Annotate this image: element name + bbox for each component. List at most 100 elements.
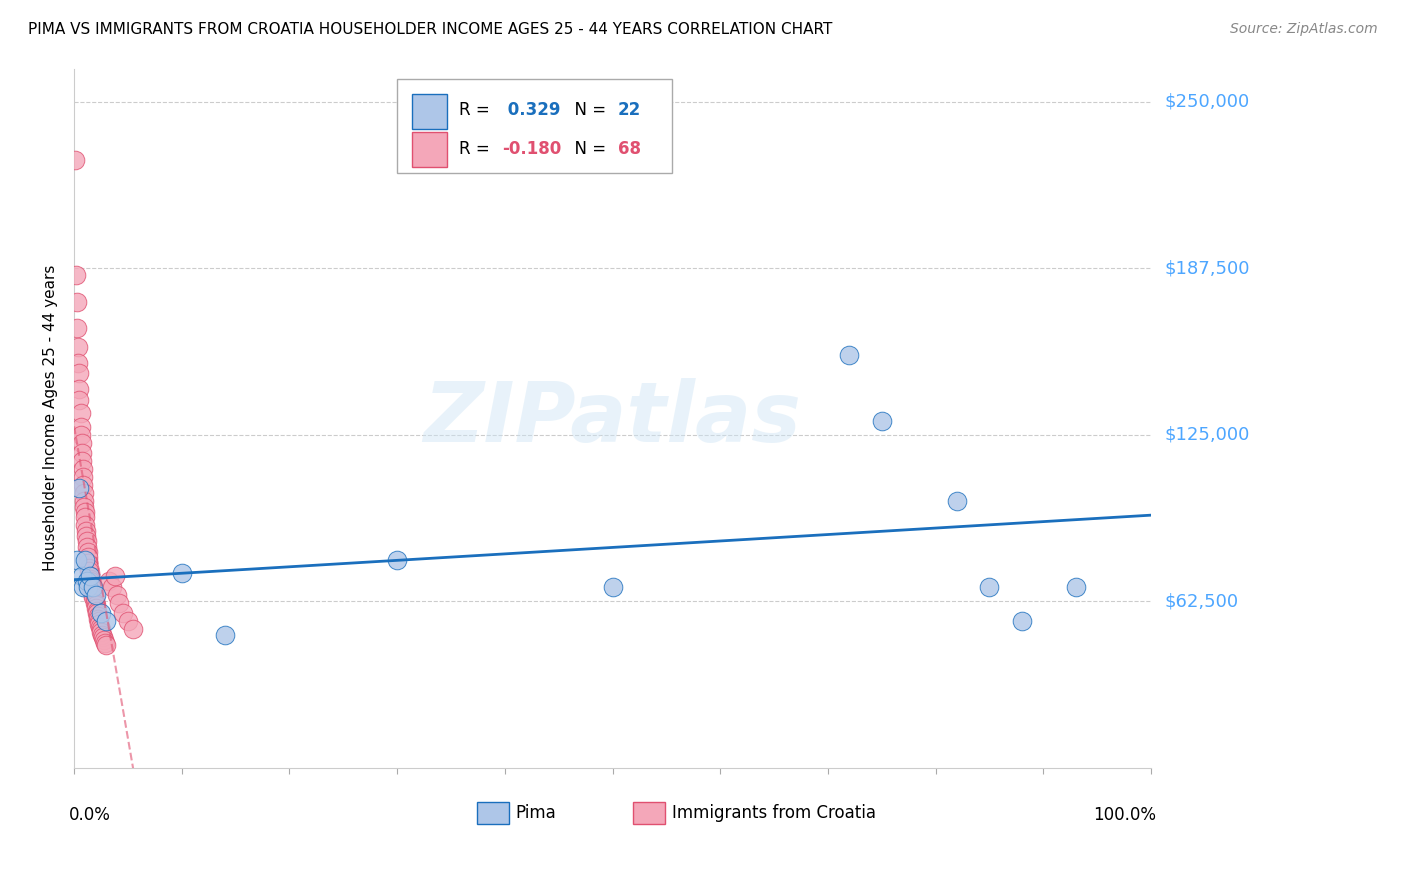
Point [83,593,105,607]
Point [82,588,104,602]
Point [70,454,93,468]
Point [69,407,91,421]
Point [77,550,100,565]
Point [69,427,91,442]
Point [72,478,94,492]
Point [84,588,107,602]
Text: Source: ZipAtlas.com: Source: ZipAtlas.com [1230,22,1378,37]
Point [80,577,103,591]
Point [73,505,96,519]
Point [70,569,93,583]
Point [82,582,104,597]
Point [170,566,193,581]
Point [79,574,101,589]
Text: $250,000: $250,000 [1166,93,1250,111]
Point [104,569,127,583]
Point [73,500,96,514]
FancyBboxPatch shape [412,132,447,167]
Point [69,383,91,397]
Point [69,367,91,381]
Text: Immigrants from Croatia: Immigrants from Croatia [672,805,876,822]
Point [97,574,120,589]
Point [73,486,96,500]
Point [72,462,94,476]
Point [73,494,96,508]
Text: N =: N = [564,140,612,158]
Point [946,494,969,508]
Text: -0.180: -0.180 [502,140,561,158]
Point [838,348,860,362]
Point [385,553,408,567]
Point [76,534,98,549]
Point [93,632,115,647]
Text: 22: 22 [617,102,641,120]
Point [69,393,91,408]
Point [79,569,101,583]
Point [67,356,90,370]
Point [77,580,100,594]
Point [89,619,111,633]
Text: Pima: Pima [516,805,557,822]
Point [70,446,93,460]
Point [79,572,101,586]
Point [91,630,114,644]
Point [101,580,124,594]
FancyBboxPatch shape [412,94,447,128]
Point [96,638,118,652]
Point [90,624,112,639]
FancyBboxPatch shape [633,802,665,824]
Point [66,553,89,567]
Point [979,580,1001,594]
Point [75,529,97,543]
Text: $62,500: $62,500 [1166,592,1239,610]
Point [94,635,117,649]
Point [87,608,110,623]
Point [214,627,236,641]
Point [87,611,110,625]
Text: 68: 68 [617,140,641,158]
Point [77,556,100,570]
Text: 100.0%: 100.0% [1094,806,1156,824]
Text: $187,500: $187,500 [1166,260,1250,277]
Point [73,553,96,567]
Point [73,510,96,524]
Point [69,481,91,495]
Point [90,606,112,620]
Point [122,622,145,636]
Text: R =: R = [458,140,495,158]
Text: 0.329: 0.329 [502,102,560,120]
Point [84,599,107,613]
Point [72,470,94,484]
Point [82,585,104,599]
Point [83,596,105,610]
FancyBboxPatch shape [477,802,509,824]
Point [77,545,100,559]
Point [870,414,893,428]
Point [86,606,108,620]
Point [90,622,112,636]
Point [72,580,94,594]
Point [77,564,100,578]
Point [79,569,101,583]
Point [1011,614,1033,628]
Point [82,591,104,605]
Point [602,580,624,594]
Point [82,580,104,594]
Point [108,596,131,610]
Point [63,153,86,168]
Point [117,614,139,628]
Point [66,321,89,335]
Point [80,580,103,594]
Point [87,614,110,628]
Point [76,574,98,589]
Point [67,340,90,354]
Point [76,540,98,554]
Point [70,435,93,450]
Point [69,419,91,434]
Y-axis label: Householder Income Ages 25 - 44 years: Householder Income Ages 25 - 44 years [44,265,58,571]
Point [65,268,87,282]
Text: R =: R = [458,102,495,120]
Point [105,588,128,602]
Text: PIMA VS IMMIGRANTS FROM CROATIA HOUSEHOLDER INCOME AGES 25 - 44 YEARS CORRELATIO: PIMA VS IMMIGRANTS FROM CROATIA HOUSEHOL… [28,22,832,37]
Point [87,616,110,631]
